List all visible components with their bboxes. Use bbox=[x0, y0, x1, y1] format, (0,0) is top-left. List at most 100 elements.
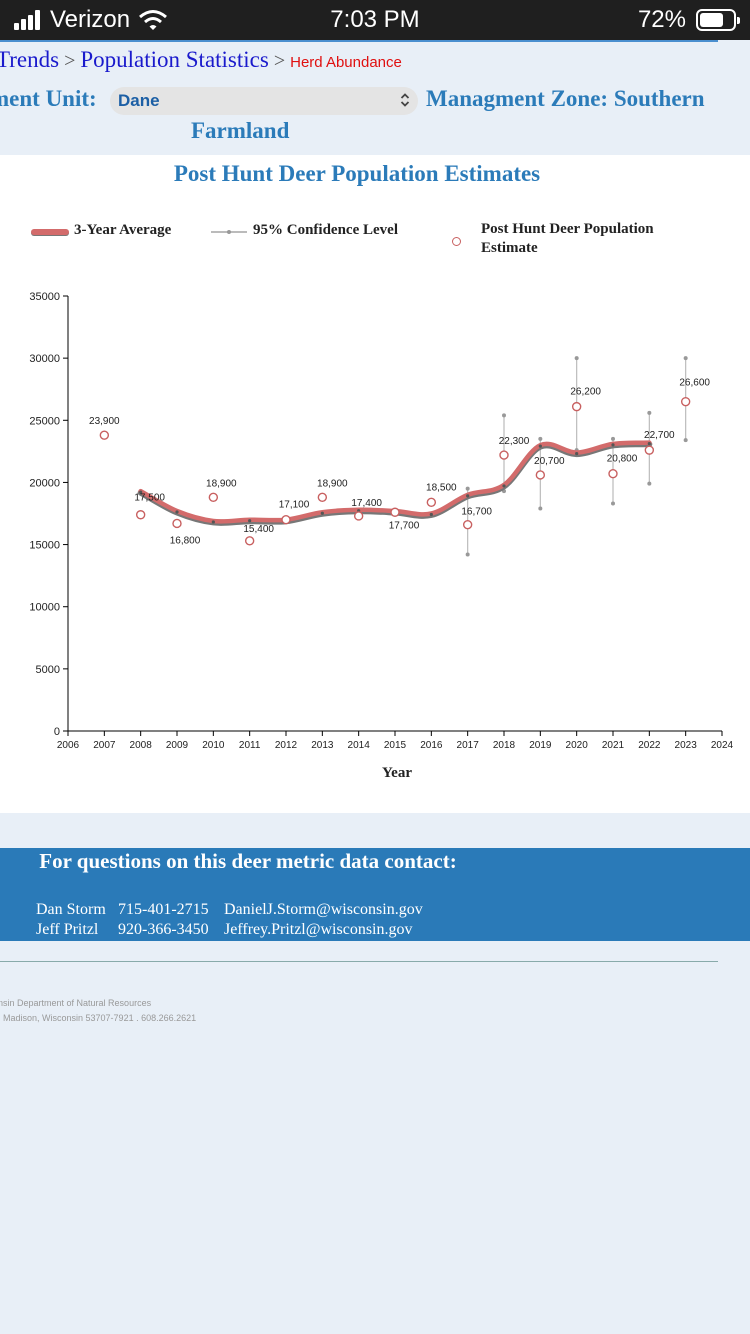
average-point bbox=[611, 443, 615, 447]
legend-confidence[interactable]: 95% Confidence Level bbox=[253, 222, 398, 238]
chevron-updown-icon bbox=[400, 93, 410, 107]
estimate-label: 22,700 bbox=[644, 430, 675, 441]
x-tick-label: 2019 bbox=[529, 740, 552, 751]
management-zone-value: Farmland bbox=[191, 118, 290, 143]
estimate-point bbox=[244, 536, 255, 546]
estimate-point bbox=[172, 518, 182, 529]
average-point bbox=[647, 442, 651, 446]
contact-name: Dan Storm bbox=[36, 901, 106, 918]
estimate-point bbox=[99, 430, 110, 440]
estimate-point bbox=[644, 445, 655, 455]
x-tick-label: 2024 bbox=[711, 740, 734, 751]
confidence-low-point bbox=[683, 438, 688, 443]
chart-title: Post Hunt Deer Population Estimates bbox=[173, 161, 541, 186]
y-tick-label: 20000 bbox=[29, 477, 60, 489]
estimate-label: 22,300 bbox=[499, 436, 530, 447]
x-tick-label: 2017 bbox=[457, 740, 480, 751]
x-tick-label: 2008 bbox=[130, 740, 153, 751]
x-axis-label: Year bbox=[382, 765, 412, 781]
estimate-label: 20,700 bbox=[534, 456, 565, 467]
status-left: Verizon bbox=[14, 6, 168, 34]
y-tick-label: 5000 bbox=[36, 664, 60, 676]
average-point bbox=[175, 510, 179, 514]
y-tick-label: 25000 bbox=[29, 415, 60, 427]
chart-panel: Post Hunt Deer Population Estimates 3-Ye… bbox=[0, 155, 750, 813]
average-point bbox=[538, 444, 542, 448]
legend-average-swatch bbox=[31, 229, 69, 235]
confidence-low-point bbox=[465, 552, 470, 557]
confidence-high-point bbox=[683, 356, 688, 361]
estimate-label: 23,900 bbox=[89, 416, 120, 427]
estimate-label: 18,500 bbox=[426, 482, 457, 493]
estimate-point bbox=[390, 507, 400, 517]
contact-box: For questions on this deer metric data c… bbox=[0, 848, 750, 941]
estimate-point bbox=[353, 511, 364, 521]
wifi-icon bbox=[139, 10, 168, 30]
x-tick-label: 2021 bbox=[602, 740, 625, 751]
breadcrumb-separator: > bbox=[64, 50, 76, 72]
confidence-high-point bbox=[611, 436, 615, 441]
estimate-label: 16,800 bbox=[170, 535, 201, 546]
breadcrumb-current[interactable]: Herd Abundance bbox=[290, 54, 402, 71]
status-time: 7:03 PM bbox=[330, 6, 420, 33]
status-right: 72% bbox=[637, 6, 740, 34]
contact-row: Jeff Pritzl 920-366-3450 Jeffrey.Pritzl@wi… bbox=[36, 921, 412, 939]
average-point bbox=[502, 484, 506, 488]
battery-percent: 72% bbox=[637, 6, 686, 33]
breadcrumb: Trends > Population Statistics > Herd Abunda… bbox=[0, 47, 402, 73]
contact-phone[interactable]: 715-401-2715 bbox=[118, 901, 209, 918]
estimate-label: 17,400 bbox=[351, 498, 382, 509]
confidence-low-point bbox=[611, 501, 615, 506]
legend-average[interactable]: 3-Year Average bbox=[74, 222, 172, 238]
estimate-point bbox=[317, 492, 328, 503]
confidence-high-point bbox=[538, 436, 543, 441]
estimate-label: 16,700 bbox=[461, 507, 492, 518]
contact-heading: For questions on this deer metric data c… bbox=[39, 849, 457, 873]
header-divider bbox=[0, 40, 718, 42]
x-tick-label: 2020 bbox=[566, 740, 589, 751]
footer-address: . Madison, Wisconsin 53707-7921 . 608.26… bbox=[0, 1013, 197, 1023]
estimate-point bbox=[426, 497, 437, 508]
estimate-label: 20,800 bbox=[607, 454, 638, 465]
x-tick-label: 2007 bbox=[93, 740, 116, 751]
y-tick-label: 35000 bbox=[29, 291, 60, 303]
x-tick-label: 2015 bbox=[384, 740, 407, 751]
x-tick-label: 2013 bbox=[311, 740, 334, 751]
breadcrumb-population-statistics-link[interactable]: Population Statistics bbox=[80, 47, 269, 72]
contact-email[interactable]: Jeffrey.Pritzl@wisconsin.gov bbox=[224, 921, 413, 938]
estimate-label: 26,200 bbox=[570, 387, 601, 398]
legend-estimate[interactable]: Post Hunt Deer Population Estimate bbox=[481, 221, 654, 256]
y-tick-label: 10000 bbox=[29, 602, 60, 614]
management-unit-label: ment Unit: bbox=[0, 86, 97, 111]
x-tick-label: 2009 bbox=[166, 740, 189, 751]
y-tick-label: 15000 bbox=[29, 540, 60, 552]
carrier-name: Verizon bbox=[50, 6, 131, 33]
confidence-low-point bbox=[647, 481, 652, 486]
estimate-point bbox=[135, 510, 146, 520]
contact-email[interactable]: DanielJ.Storm@wisconsin.gov bbox=[224, 901, 423, 918]
x-tick-label: 2023 bbox=[675, 740, 698, 751]
estimate-label: 17,100 bbox=[279, 500, 310, 511]
x-tick-label: 2016 bbox=[420, 740, 443, 751]
average-point bbox=[429, 512, 433, 517]
estimate-label: 15,400 bbox=[243, 524, 274, 535]
x-tick-label: 2010 bbox=[202, 740, 225, 751]
estimate-point bbox=[608, 469, 618, 479]
estimate-point bbox=[680, 396, 691, 407]
estimate-point bbox=[535, 470, 546, 480]
average-point bbox=[248, 519, 252, 523]
x-tick-label: 2014 bbox=[348, 740, 371, 751]
breadcrumb-trends-link[interactable]: Trends bbox=[0, 47, 60, 72]
management-zone-label: Managment Zone: Southern bbox=[426, 86, 705, 111]
confidence-high-point bbox=[647, 410, 652, 415]
estimate-label: 18,900 bbox=[206, 478, 237, 489]
chart-plot: 0 5000 10000 15000 20000 25000 30000 35000 2006 2… bbox=[29, 291, 734, 781]
management-unit-select[interactable]: Dane bbox=[110, 87, 418, 115]
confidence-low-point bbox=[538, 506, 543, 511]
contact-row: Dan Storm 715-401-2715 DanielJ.Storm@wisco… bbox=[36, 901, 423, 919]
x-tick-label: 2006 bbox=[57, 740, 80, 751]
contact-phone[interactable]: 920-366-3450 bbox=[118, 921, 209, 938]
x-tick-label: 2022 bbox=[638, 740, 661, 751]
average-point bbox=[575, 452, 579, 456]
legend-confidence-swatch bbox=[211, 230, 247, 234]
